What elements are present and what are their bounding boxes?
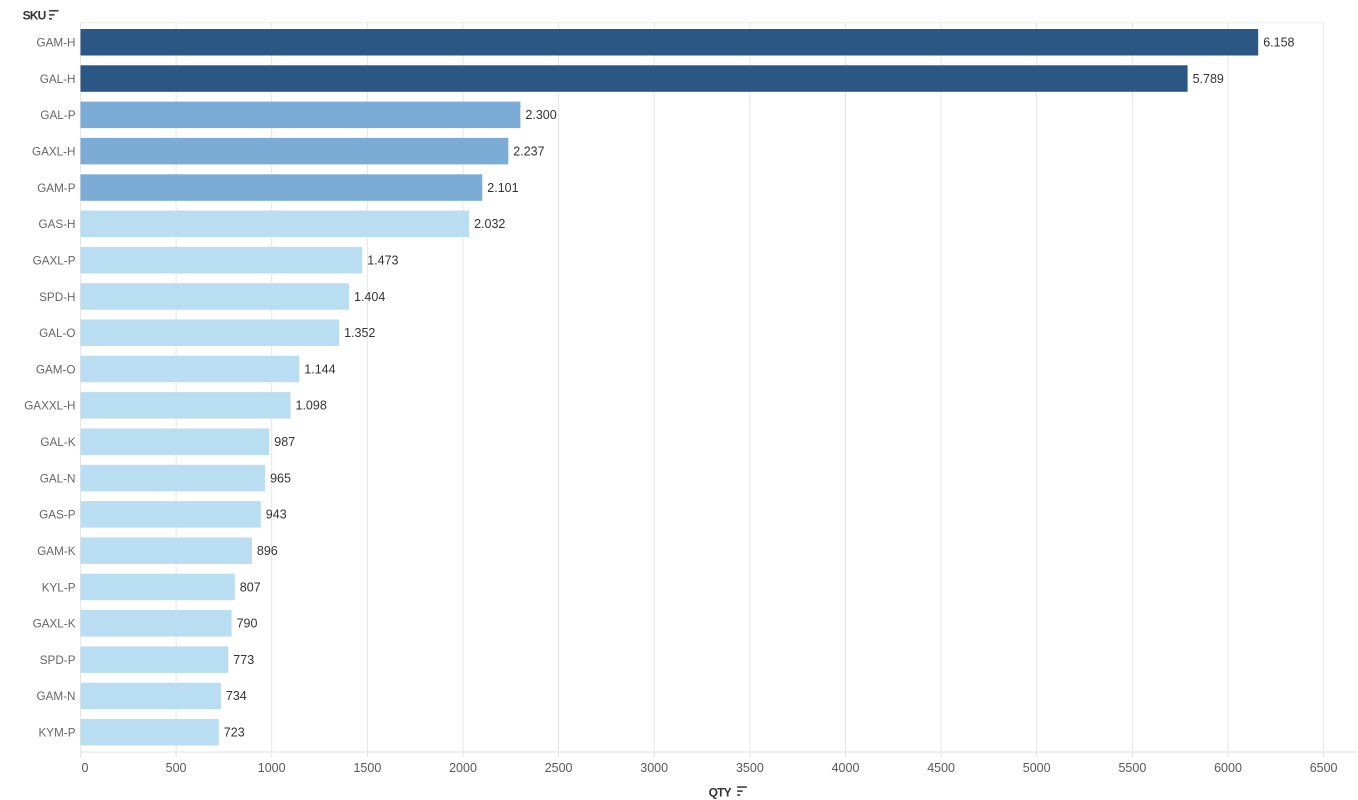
svg-text:4500: 4500 [927,761,955,775]
svg-text:SPD-P: SPD-P [40,654,76,667]
svg-text:GAM-P: GAM-P [37,182,76,195]
svg-text:1.404: 1.404 [354,290,385,304]
svg-text:807: 807 [240,580,261,594]
svg-text:0: 0 [82,761,89,775]
svg-text:GAM-H: GAM-H [37,37,76,50]
svg-text:GAXL-K: GAXL-K [33,618,76,631]
svg-text:1000: 1000 [258,761,286,775]
svg-text:2000: 2000 [449,761,477,775]
svg-text:5500: 5500 [1118,761,1146,775]
svg-text:790: 790 [237,617,258,631]
svg-text:GAL-P: GAL-P [40,109,75,122]
svg-text:6500: 6500 [1310,761,1338,775]
svg-text:896: 896 [257,544,278,558]
svg-text:4000: 4000 [832,761,860,775]
svg-text:3000: 3000 [640,761,668,775]
svg-text:734: 734 [226,689,247,703]
svg-text:2.300: 2.300 [525,108,556,122]
svg-text:773: 773 [233,653,254,667]
svg-text:GAXL-H: GAXL-H [32,146,76,159]
svg-text:GAXXL-H: GAXXL-H [24,400,75,413]
svg-text:723: 723 [224,726,245,740]
svg-text:GAXL-P: GAXL-P [33,254,76,267]
svg-text:1.473: 1.473 [367,253,398,267]
svg-text:943: 943 [266,508,287,522]
svg-text:1500: 1500 [353,761,381,775]
svg-text:987: 987 [274,435,295,449]
svg-text:6000: 6000 [1214,761,1242,775]
svg-text:GAL-O: GAL-O [39,327,75,340]
svg-text:3500: 3500 [736,761,764,775]
svg-text:SPD-H: SPD-H [39,291,75,304]
svg-text:KYL-P: KYL-P [42,581,76,594]
svg-text:GAS-P: GAS-P [39,509,76,522]
svg-text:965: 965 [270,471,291,485]
svg-text:2.101: 2.101 [487,181,518,195]
svg-text:KYM-P: KYM-P [38,727,75,740]
svg-text:GAM-O: GAM-O [36,363,76,376]
svg-text:GAM-K: GAM-K [37,545,76,558]
svg-text:1.352: 1.352 [344,326,375,340]
svg-text:5.789: 5.789 [1193,72,1224,86]
svg-text:SKU: SKU [23,9,46,23]
svg-text:1.144: 1.144 [304,362,335,376]
svg-text:GAL-K: GAL-K [40,436,75,449]
svg-text:GAL-H: GAL-H [40,73,76,86]
svg-text:GAL-N: GAL-N [40,472,76,485]
svg-text:1.098: 1.098 [296,399,327,413]
svg-text:2.032: 2.032 [474,217,505,231]
svg-text:GAM-N: GAM-N [37,690,76,703]
svg-text:2.237: 2.237 [513,145,544,159]
svg-text:500: 500 [166,761,187,775]
svg-text:5000: 5000 [1023,761,1051,775]
svg-text:GAS-H: GAS-H [38,218,75,231]
svg-text:6.158: 6.158 [1263,36,1294,50]
svg-text:2500: 2500 [545,761,573,775]
svg-text:QTY: QTY [709,785,732,799]
